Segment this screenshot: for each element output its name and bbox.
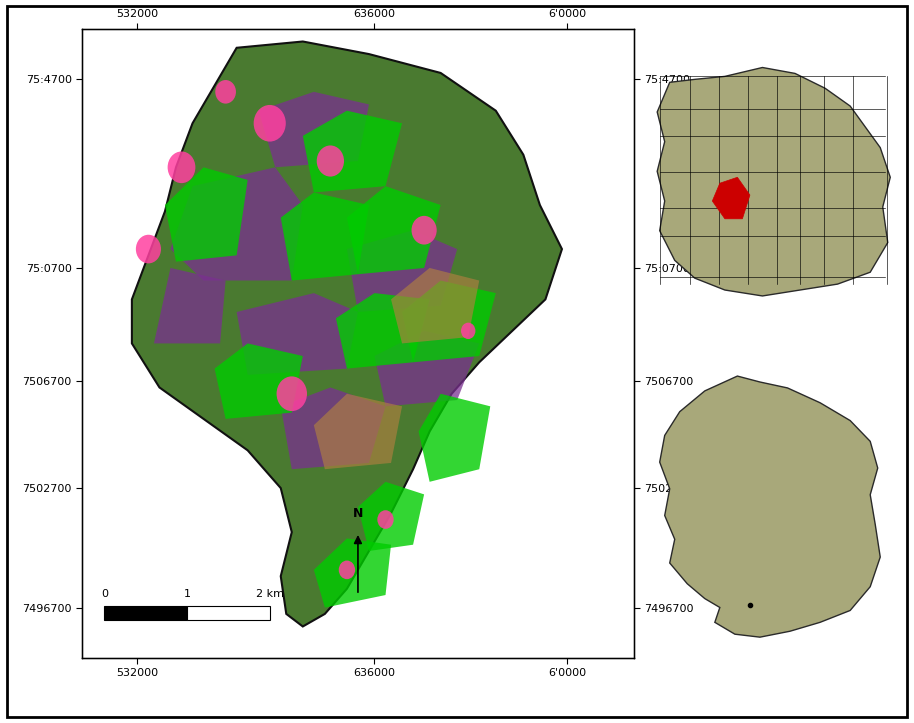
Text: N: N [353, 507, 363, 520]
Circle shape [317, 145, 344, 176]
Polygon shape [391, 268, 479, 343]
Bar [187, 607, 270, 620]
Circle shape [167, 151, 196, 183]
Polygon shape [358, 482, 424, 551]
Polygon shape [657, 67, 890, 296]
Circle shape [461, 322, 475, 339]
Polygon shape [281, 192, 369, 281]
Polygon shape [375, 331, 479, 406]
Polygon shape [259, 92, 369, 167]
Circle shape [216, 80, 236, 103]
Polygon shape [154, 268, 226, 343]
Polygon shape [335, 293, 430, 369]
Bar [104, 607, 187, 620]
Text: 0: 0 [101, 589, 108, 599]
Circle shape [136, 235, 161, 263]
Polygon shape [165, 167, 248, 262]
Circle shape [277, 377, 307, 411]
Polygon shape [660, 376, 880, 637]
Polygon shape [171, 167, 303, 281]
Polygon shape [132, 41, 562, 626]
Text: 1: 1 [184, 589, 190, 599]
Polygon shape [347, 186, 441, 274]
Polygon shape [314, 394, 402, 469]
Circle shape [377, 510, 394, 529]
Circle shape [254, 105, 286, 142]
Polygon shape [215, 343, 303, 419]
Circle shape [411, 216, 437, 244]
Polygon shape [712, 177, 749, 219]
Polygon shape [281, 388, 386, 469]
Polygon shape [402, 281, 495, 362]
Text: 2 km: 2 km [256, 589, 283, 599]
Polygon shape [314, 539, 391, 607]
Circle shape [339, 560, 355, 579]
Polygon shape [347, 230, 457, 312]
Polygon shape [419, 394, 490, 482]
Polygon shape [237, 293, 358, 375]
Polygon shape [303, 111, 402, 192]
